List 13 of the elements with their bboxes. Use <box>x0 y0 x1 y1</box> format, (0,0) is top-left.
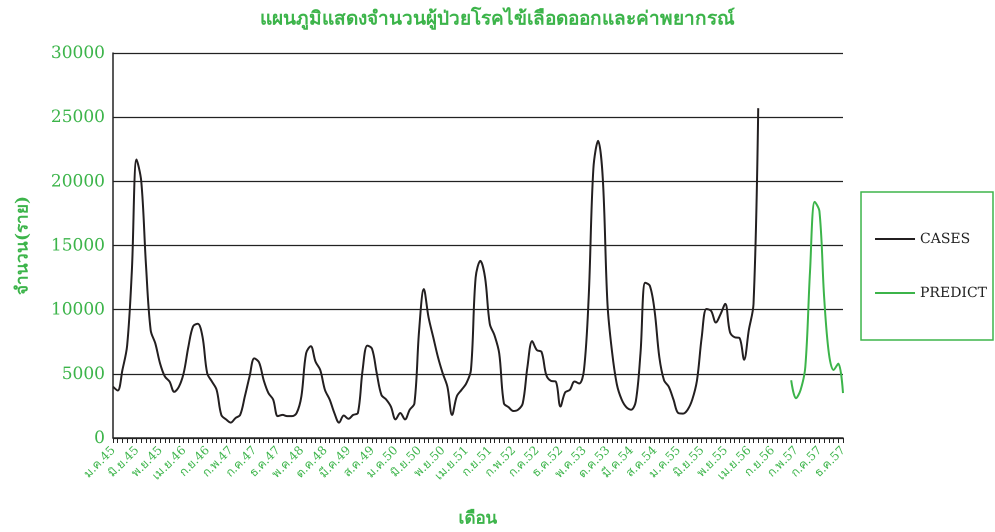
legend-label: CASES <box>920 231 970 247</box>
chart-title: แผนภูมิแสดงจำนวนผู้ป่วยโรคไข้เลือดออกและค่าพยากรณ์ <box>260 6 735 30</box>
y-axis-title: จำนวน(ราย) <box>12 196 32 296</box>
y-tick-label: 0 <box>94 428 105 448</box>
y-tick-label: 5000 <box>62 364 105 384</box>
y-tick-label: 10000 <box>50 300 105 320</box>
line-series <box>790 200 844 400</box>
y-tick-label: 15000 <box>50 236 105 256</box>
y-tick-label: 30000 <box>50 43 105 63</box>
y-tick-label: 20000 <box>50 171 105 192</box>
x-axis-title: เดือน <box>458 508 498 528</box>
legend-label: PREDICT <box>920 285 988 301</box>
y-tick-label: 25000 <box>50 107 105 128</box>
